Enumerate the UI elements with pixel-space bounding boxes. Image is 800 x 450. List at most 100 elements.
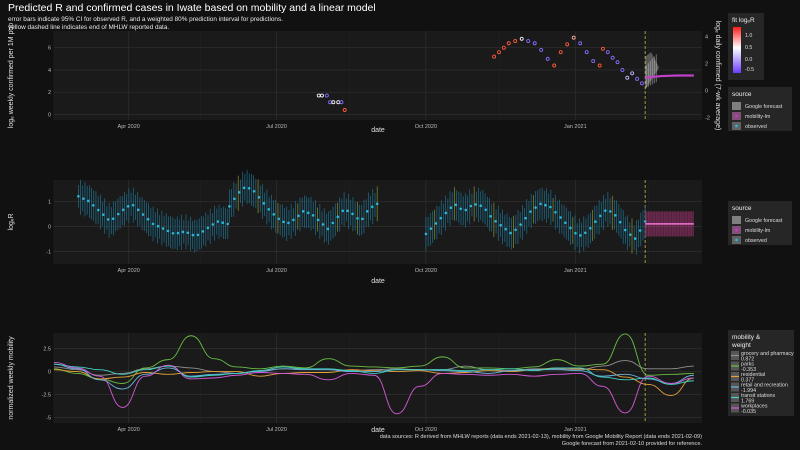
case-point: [532, 41, 537, 46]
r-point: [356, 217, 359, 220]
legend-item-label: Google forecast: [745, 104, 783, 110]
r-point: [489, 215, 492, 218]
legend-item-name: residential: [741, 372, 765, 378]
chart-subtitle-2: yellow dashed line indicates end of MHLW…: [8, 24, 170, 31]
r-point: [292, 218, 295, 222]
r-point: [554, 210, 557, 214]
colorbar-tick: 0.0: [745, 57, 752, 63]
case-point: [328, 100, 333, 105]
r-point: [196, 233, 200, 237]
x-tick-label: Apr 2020: [118, 268, 140, 274]
r-point: [316, 218, 320, 222]
case-point: [320, 93, 324, 98]
r-point: [87, 199, 90, 203]
r-point: [181, 230, 185, 234]
legend-item-label: mobility-lm: [745, 114, 771, 120]
r-point: [564, 221, 567, 225]
case-point: [506, 41, 511, 46]
case-point: [635, 76, 639, 81]
r-point: [375, 202, 379, 206]
y-axis-label: logₑR: [8, 214, 15, 231]
case-point: [519, 36, 524, 41]
case-point: [565, 42, 570, 47]
r-point: [469, 204, 473, 208]
r-point: [628, 233, 632, 236]
r-point: [111, 217, 115, 220]
case-point: [600, 46, 605, 51]
x-tick-label: Oct 2020: [415, 268, 437, 274]
mobility-line-transit-stations: [53, 363, 694, 385]
mobility-line-residential: [53, 367, 694, 396]
r-point: [464, 208, 468, 212]
y-tick-label: 0: [48, 370, 51, 376]
mobility-line-parks: [53, 333, 694, 384]
r-point: [272, 213, 276, 216]
legend-source-r: source Google forecast mobility-lm observed: [728, 201, 792, 245]
case-point: [497, 50, 501, 55]
legend-key-dot: [735, 238, 738, 242]
x-tick-label: Jul 2020: [266, 124, 287, 130]
panel-mobility: -5 -2.5 0 2.5 Apr 2020 Jul 2020 Oct 2020 Jan 20…: [8, 333, 702, 434]
r-point: [216, 220, 220, 223]
r-point: [524, 216, 527, 220]
legend-item-name: grocery and pharmacy: [741, 351, 794, 357]
r-point: [613, 214, 617, 217]
case-point: [610, 55, 615, 60]
r-point: [106, 218, 110, 221]
x-tick-label: Jan 2021: [564, 427, 587, 433]
r-point: [603, 209, 607, 212]
y2-tick-label: -2: [705, 115, 710, 121]
legend-item-name: workplaces: [741, 404, 768, 410]
case-point: [316, 93, 321, 98]
y2-tick-label: 0: [705, 88, 708, 94]
r-point: [579, 234, 582, 237]
legend-item-name: transit stations: [741, 393, 776, 399]
r-point: [228, 205, 231, 208]
r-point: [559, 216, 562, 219]
legend-title: mobility &: [732, 334, 761, 341]
y-tick-label: 0: [48, 112, 51, 118]
panel-r: -1 0 1 Apr 2020 Jul 2020 Oct 2020 Jan 2021 date…: [8, 180, 702, 285]
r-point: [237, 190, 241, 194]
case-point: [630, 71, 635, 76]
r-point: [494, 219, 497, 223]
r-point: [618, 220, 622, 224]
r-point: [306, 211, 310, 215]
legend-item-name: retail and recreation: [741, 383, 788, 389]
y-tick-label: 4: [48, 68, 51, 74]
case-point: [492, 54, 497, 59]
mobility-line-workplaces: [53, 361, 694, 415]
case-point: [571, 35, 576, 40]
chart-title: Predicted R and confirmed cases in Iwate…: [8, 2, 376, 14]
legend-key-dot: [735, 124, 738, 128]
case-point: [615, 60, 620, 65]
r-point: [434, 222, 438, 225]
chart-subtitle: error bars indicate 95% CI for observed …: [8, 16, 283, 23]
r-point: [474, 203, 478, 206]
x-tick-label: Oct 2020: [415, 124, 437, 130]
r-point: [226, 222, 230, 226]
legend-item-weight: 0.872: [741, 357, 754, 363]
r-point: [331, 221, 335, 225]
r-point: [454, 203, 458, 207]
panel-cases: 0 2 4 6 Apr 2020 Jul 2020 Oct 2020 Jan 2021 date…: [8, 23, 702, 134]
y2-axis-label: logₑ daily confirmed (7-wk average): [714, 21, 721, 131]
r-point: [534, 206, 537, 209]
r-point: [638, 229, 642, 232]
y-tick-label: 0: [48, 224, 51, 230]
r-point: [247, 186, 251, 190]
case-point: [324, 93, 329, 98]
r-point: [589, 226, 592, 230]
y-tick-label: 2: [48, 90, 51, 96]
r-point: [424, 232, 428, 236]
r-point: [484, 208, 488, 212]
legend-item-weight: 1.769: [741, 399, 754, 405]
r-point: [191, 233, 195, 237]
r-point: [141, 213, 145, 216]
y-tick-label: 2.5: [43, 347, 51, 353]
y-tick-label: -2.5: [42, 393, 51, 399]
case-point: [620, 67, 625, 72]
legend-item-name: parks: [741, 362, 754, 368]
y2-tick-label: 4: [705, 34, 708, 40]
